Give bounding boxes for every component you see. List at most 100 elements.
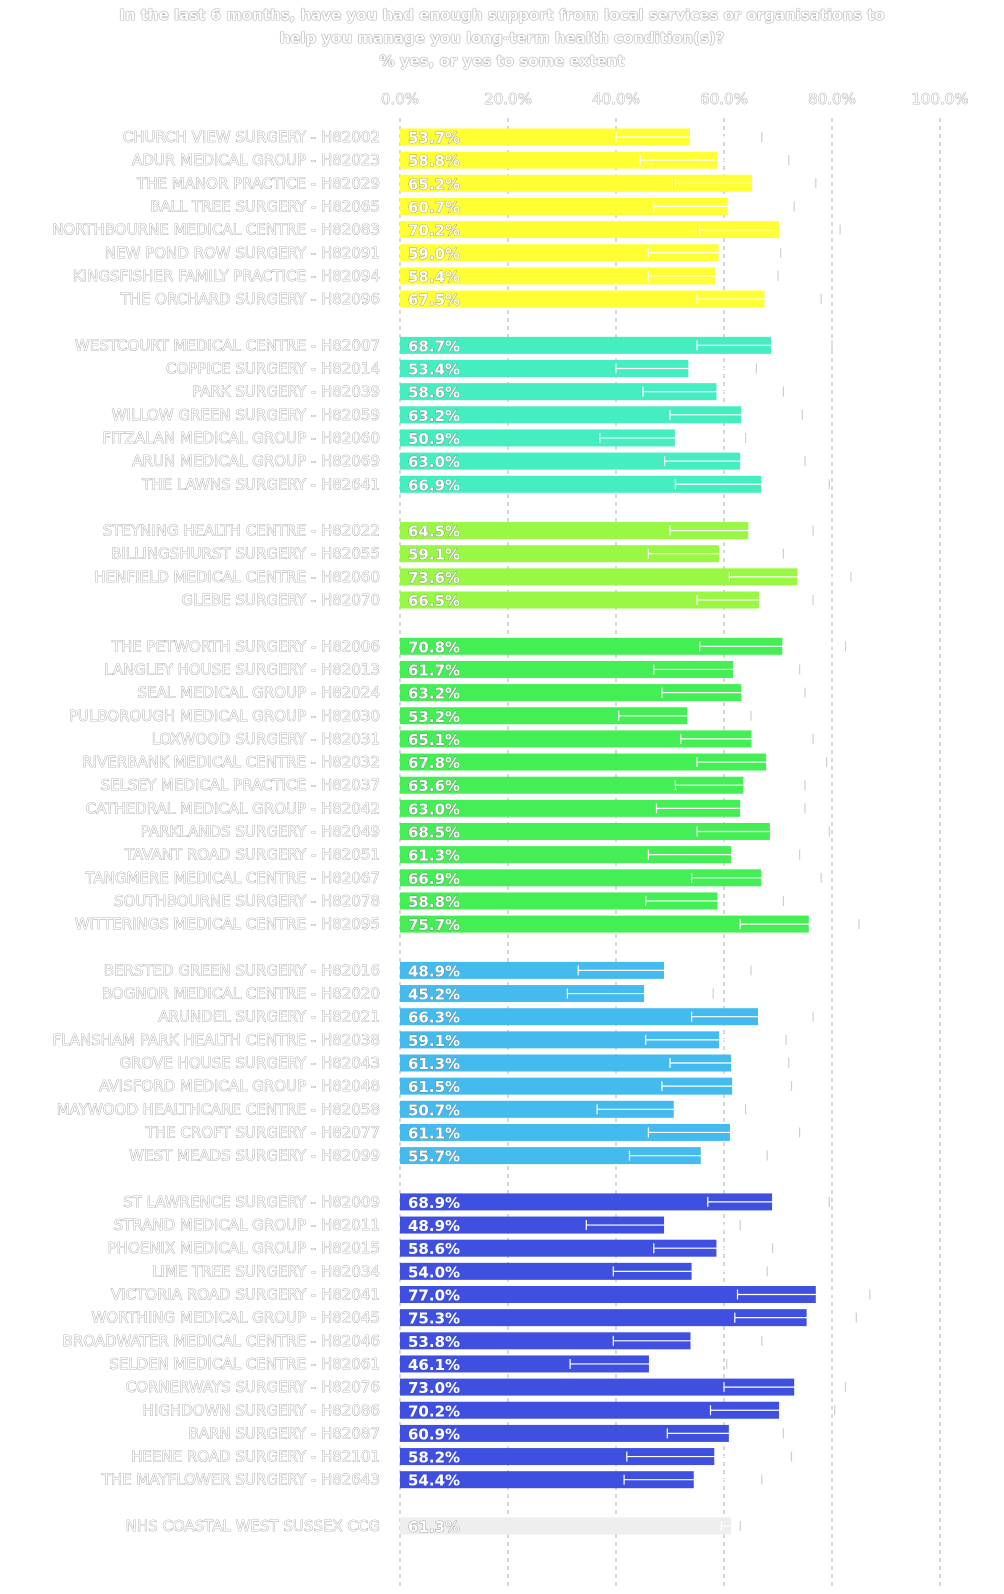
data-label: 63.2% xyxy=(408,407,460,425)
data-label: 63.6% xyxy=(408,777,460,795)
data-label: 64.5% xyxy=(408,523,460,541)
bar xyxy=(400,823,770,840)
data-label: 63.0% xyxy=(408,453,460,471)
bar-row: ADUR MEDICAL GROUP - H82023 58.8% xyxy=(132,151,790,170)
data-label: 75.7% xyxy=(408,916,460,934)
category-label: GROVE HOUSE SURGERY - H82043 xyxy=(119,1054,380,1072)
bar-row: PHOENIX MEDICAL GROUP - H82015 58.6% xyxy=(107,1239,774,1258)
bar-row: ARUNDEL SURGERY - H82021 66.3% xyxy=(158,1007,814,1027)
bar-row: CHURCH VIEW SURGERY - H82002 53.7% xyxy=(122,128,763,147)
bar-row: BARN SURGERY - H82087 60.9% xyxy=(188,1424,785,1443)
category-label: LIME TREE SURGERY - H82034 xyxy=(152,1262,380,1280)
bar xyxy=(400,1448,715,1466)
data-label: 73.0% xyxy=(408,1379,460,1397)
category-label: NORTHBOURNE MEDICAL CENTRE - H82083 xyxy=(52,221,380,239)
category-label: THE MANOR PRACTICE - H82029 xyxy=(136,174,380,192)
bars: CHURCH VIEW SURGERY - H82002 53.7% ADUR ME… xyxy=(52,128,871,1536)
bar xyxy=(400,383,717,401)
data-label: 46.1% xyxy=(408,1356,460,1374)
bar xyxy=(400,753,767,771)
bar xyxy=(400,637,783,655)
bar-row: TANGMERE MEDICAL CENTRE - H82067 66.9% xyxy=(84,868,822,888)
bar xyxy=(400,475,762,493)
x-tick-label: 0.0% xyxy=(381,90,419,108)
category-label: LOXWOOD SURGERY - H82031 xyxy=(152,730,380,748)
data-label: 60.7% xyxy=(408,198,460,216)
category-label: PARK SURGERY - H82039 xyxy=(192,383,380,401)
data-label: 66.9% xyxy=(408,870,460,888)
bar-row: VICTORIA ROAD SURGERY - H82041 77.0% xyxy=(111,1285,871,1305)
data-label: 58.8% xyxy=(408,893,460,911)
bar xyxy=(400,684,742,702)
category-label: NEW POND ROW SURGERY - H82091 xyxy=(105,244,380,262)
category-label: BALL TREE SURGERY - H82065 xyxy=(150,197,380,215)
category-label: ARUNDEL SURGERY - H82021 xyxy=(158,1008,380,1026)
category-label: SEAL MEDICAL GROUP - H82024 xyxy=(138,684,380,702)
bar-row: HEENE ROAD SURGERY - H82101 58.2% xyxy=(131,1447,793,1467)
bar-row: NHS COASTAL WEST SUSSEX CCG 61.3% xyxy=(125,1517,741,1536)
bar xyxy=(400,151,718,169)
data-label: 67.5% xyxy=(408,291,460,309)
data-label: 67.8% xyxy=(408,754,460,772)
category-label: AVISFORD MEDICAL GROUP - H82048 xyxy=(99,1077,380,1095)
data-label: 66.9% xyxy=(408,476,460,494)
x-tick-label: 20.0% xyxy=(484,90,532,108)
bar xyxy=(400,568,798,586)
bar-row: BOGNOR MEDICAL CENTRE - H82020 45.2% xyxy=(102,984,714,1004)
category-label: KINGSFISHER FAMILY PRACTICE - H82094 xyxy=(73,267,380,285)
bar-row: COPPICE SURGERY - H82014 53.4% xyxy=(166,359,758,379)
bar xyxy=(400,290,765,308)
bar xyxy=(400,406,742,424)
x-tick-label: 80.0% xyxy=(808,90,856,108)
bar-row: PARK SURGERY - H82039 58.6% xyxy=(192,382,785,402)
category-label: ST LAWRENCE SURGERY - H82009 xyxy=(123,1193,380,1211)
data-label: 70.8% xyxy=(408,638,460,656)
bar xyxy=(400,869,762,887)
data-label: 53.2% xyxy=(408,708,460,726)
data-label: 65.1% xyxy=(408,731,460,749)
bar xyxy=(400,1309,807,1327)
bar-row: THE PETWORTH SURGERY - H82006 70.8% xyxy=(111,637,847,657)
data-label: 58.6% xyxy=(408,384,460,402)
bar xyxy=(400,429,675,447)
bar xyxy=(400,522,749,540)
category-label: PARKLANDS SURGERY - H82049 xyxy=(141,823,380,841)
bar xyxy=(400,730,752,748)
category-label: THE ORCHARD SURGERY - H82096 xyxy=(119,290,380,308)
bar xyxy=(400,1378,795,1396)
data-label: 68.5% xyxy=(408,824,460,842)
bar xyxy=(400,1401,780,1419)
data-label: 60.9% xyxy=(408,1425,460,1443)
bar-row: STEYNING HEALTH CENTRE - H82022 64.5% xyxy=(102,521,814,541)
bar-row: WEST MEADS SURGERY - H82099 55.7% xyxy=(129,1146,768,1166)
bar xyxy=(400,221,780,239)
category-label: STEYNING HEALTH CENTRE - H82022 xyxy=(103,522,380,540)
bar xyxy=(400,799,741,817)
category-label: STRAND MEDICAL GROUP - H82011 xyxy=(114,1216,380,1234)
data-label: 75.3% xyxy=(408,1310,460,1328)
bar xyxy=(400,1031,720,1049)
bar-row: BROADWATER MEDICAL CENTRE - H82046 53.8% xyxy=(62,1332,763,1351)
data-label: 50.9% xyxy=(408,430,460,448)
data-label: 58.4% xyxy=(408,268,460,286)
chart-title-line-2: help you manage you long-term health con… xyxy=(279,29,725,47)
category-label: GLEBE SURGERY - H82070 xyxy=(181,591,380,609)
data-label: 48.9% xyxy=(408,1217,460,1235)
bar-row: BALL TREE SURGERY - H82065 60.7% xyxy=(150,197,795,217)
category-label: VICTORIA ROAD SURGERY - H82041 xyxy=(111,1286,380,1304)
bar xyxy=(400,1471,694,1489)
category-label: COPPICE SURGERY - H82014 xyxy=(166,360,380,378)
chart-subtitle: % yes, or yes to some extent xyxy=(379,52,625,70)
category-label: BILLINGSHURST SURGERY - H82055 xyxy=(111,545,380,563)
bar xyxy=(400,1517,732,1535)
bar xyxy=(400,591,760,609)
bar-row: THE MANOR PRACTICE - H82029 65.2% xyxy=(136,174,817,194)
data-label: 65.2% xyxy=(408,175,460,193)
data-label: 66.5% xyxy=(408,592,460,610)
bar xyxy=(400,1424,729,1442)
bar xyxy=(400,128,690,146)
data-label: 53.4% xyxy=(408,361,460,379)
bar xyxy=(400,1054,732,1072)
data-label: 73.6% xyxy=(408,569,460,587)
